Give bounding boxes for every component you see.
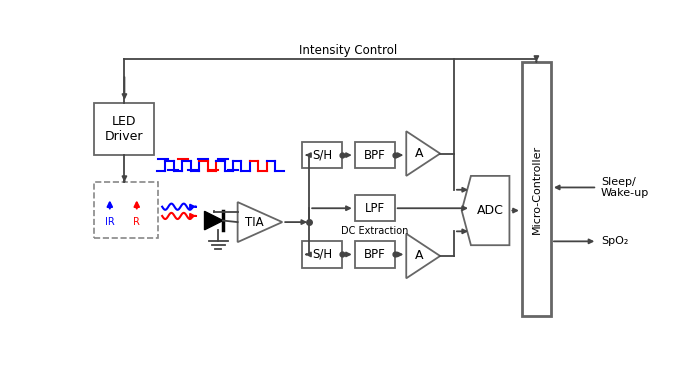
Text: Intensity Control: Intensity Control bbox=[299, 44, 398, 57]
Text: LED
Driver: LED Driver bbox=[105, 115, 143, 143]
Text: SpO₂: SpO₂ bbox=[601, 236, 628, 246]
Bar bbox=[355, 242, 394, 267]
Polygon shape bbox=[462, 176, 509, 245]
Bar bbox=[355, 195, 394, 221]
Text: S/H: S/H bbox=[312, 148, 333, 162]
Polygon shape bbox=[406, 131, 440, 176]
Text: BPF: BPF bbox=[364, 248, 386, 261]
Bar bbox=[522, 62, 551, 316]
Bar bbox=[303, 142, 342, 168]
Bar bbox=[303, 242, 342, 267]
Text: A: A bbox=[415, 147, 424, 160]
Text: A: A bbox=[415, 249, 424, 262]
Text: BPF: BPF bbox=[364, 148, 386, 162]
Text: IR: IR bbox=[105, 217, 115, 227]
Text: Micro-Controller: Micro-Controller bbox=[531, 144, 541, 234]
Bar bbox=[355, 142, 394, 168]
Text: Sleep/
Wake-up: Sleep/ Wake-up bbox=[601, 177, 649, 198]
Text: R: R bbox=[133, 217, 140, 227]
Text: LPF: LPF bbox=[364, 202, 385, 215]
Text: S/H: S/H bbox=[312, 248, 333, 261]
Text: DC Extraction: DC Extraction bbox=[341, 226, 409, 236]
Bar bbox=[95, 103, 154, 155]
Text: TIA: TIA bbox=[245, 216, 264, 229]
Polygon shape bbox=[406, 234, 440, 278]
Polygon shape bbox=[205, 211, 223, 230]
Text: ADC: ADC bbox=[477, 204, 504, 217]
Polygon shape bbox=[237, 202, 282, 242]
Bar bbox=[95, 182, 158, 238]
